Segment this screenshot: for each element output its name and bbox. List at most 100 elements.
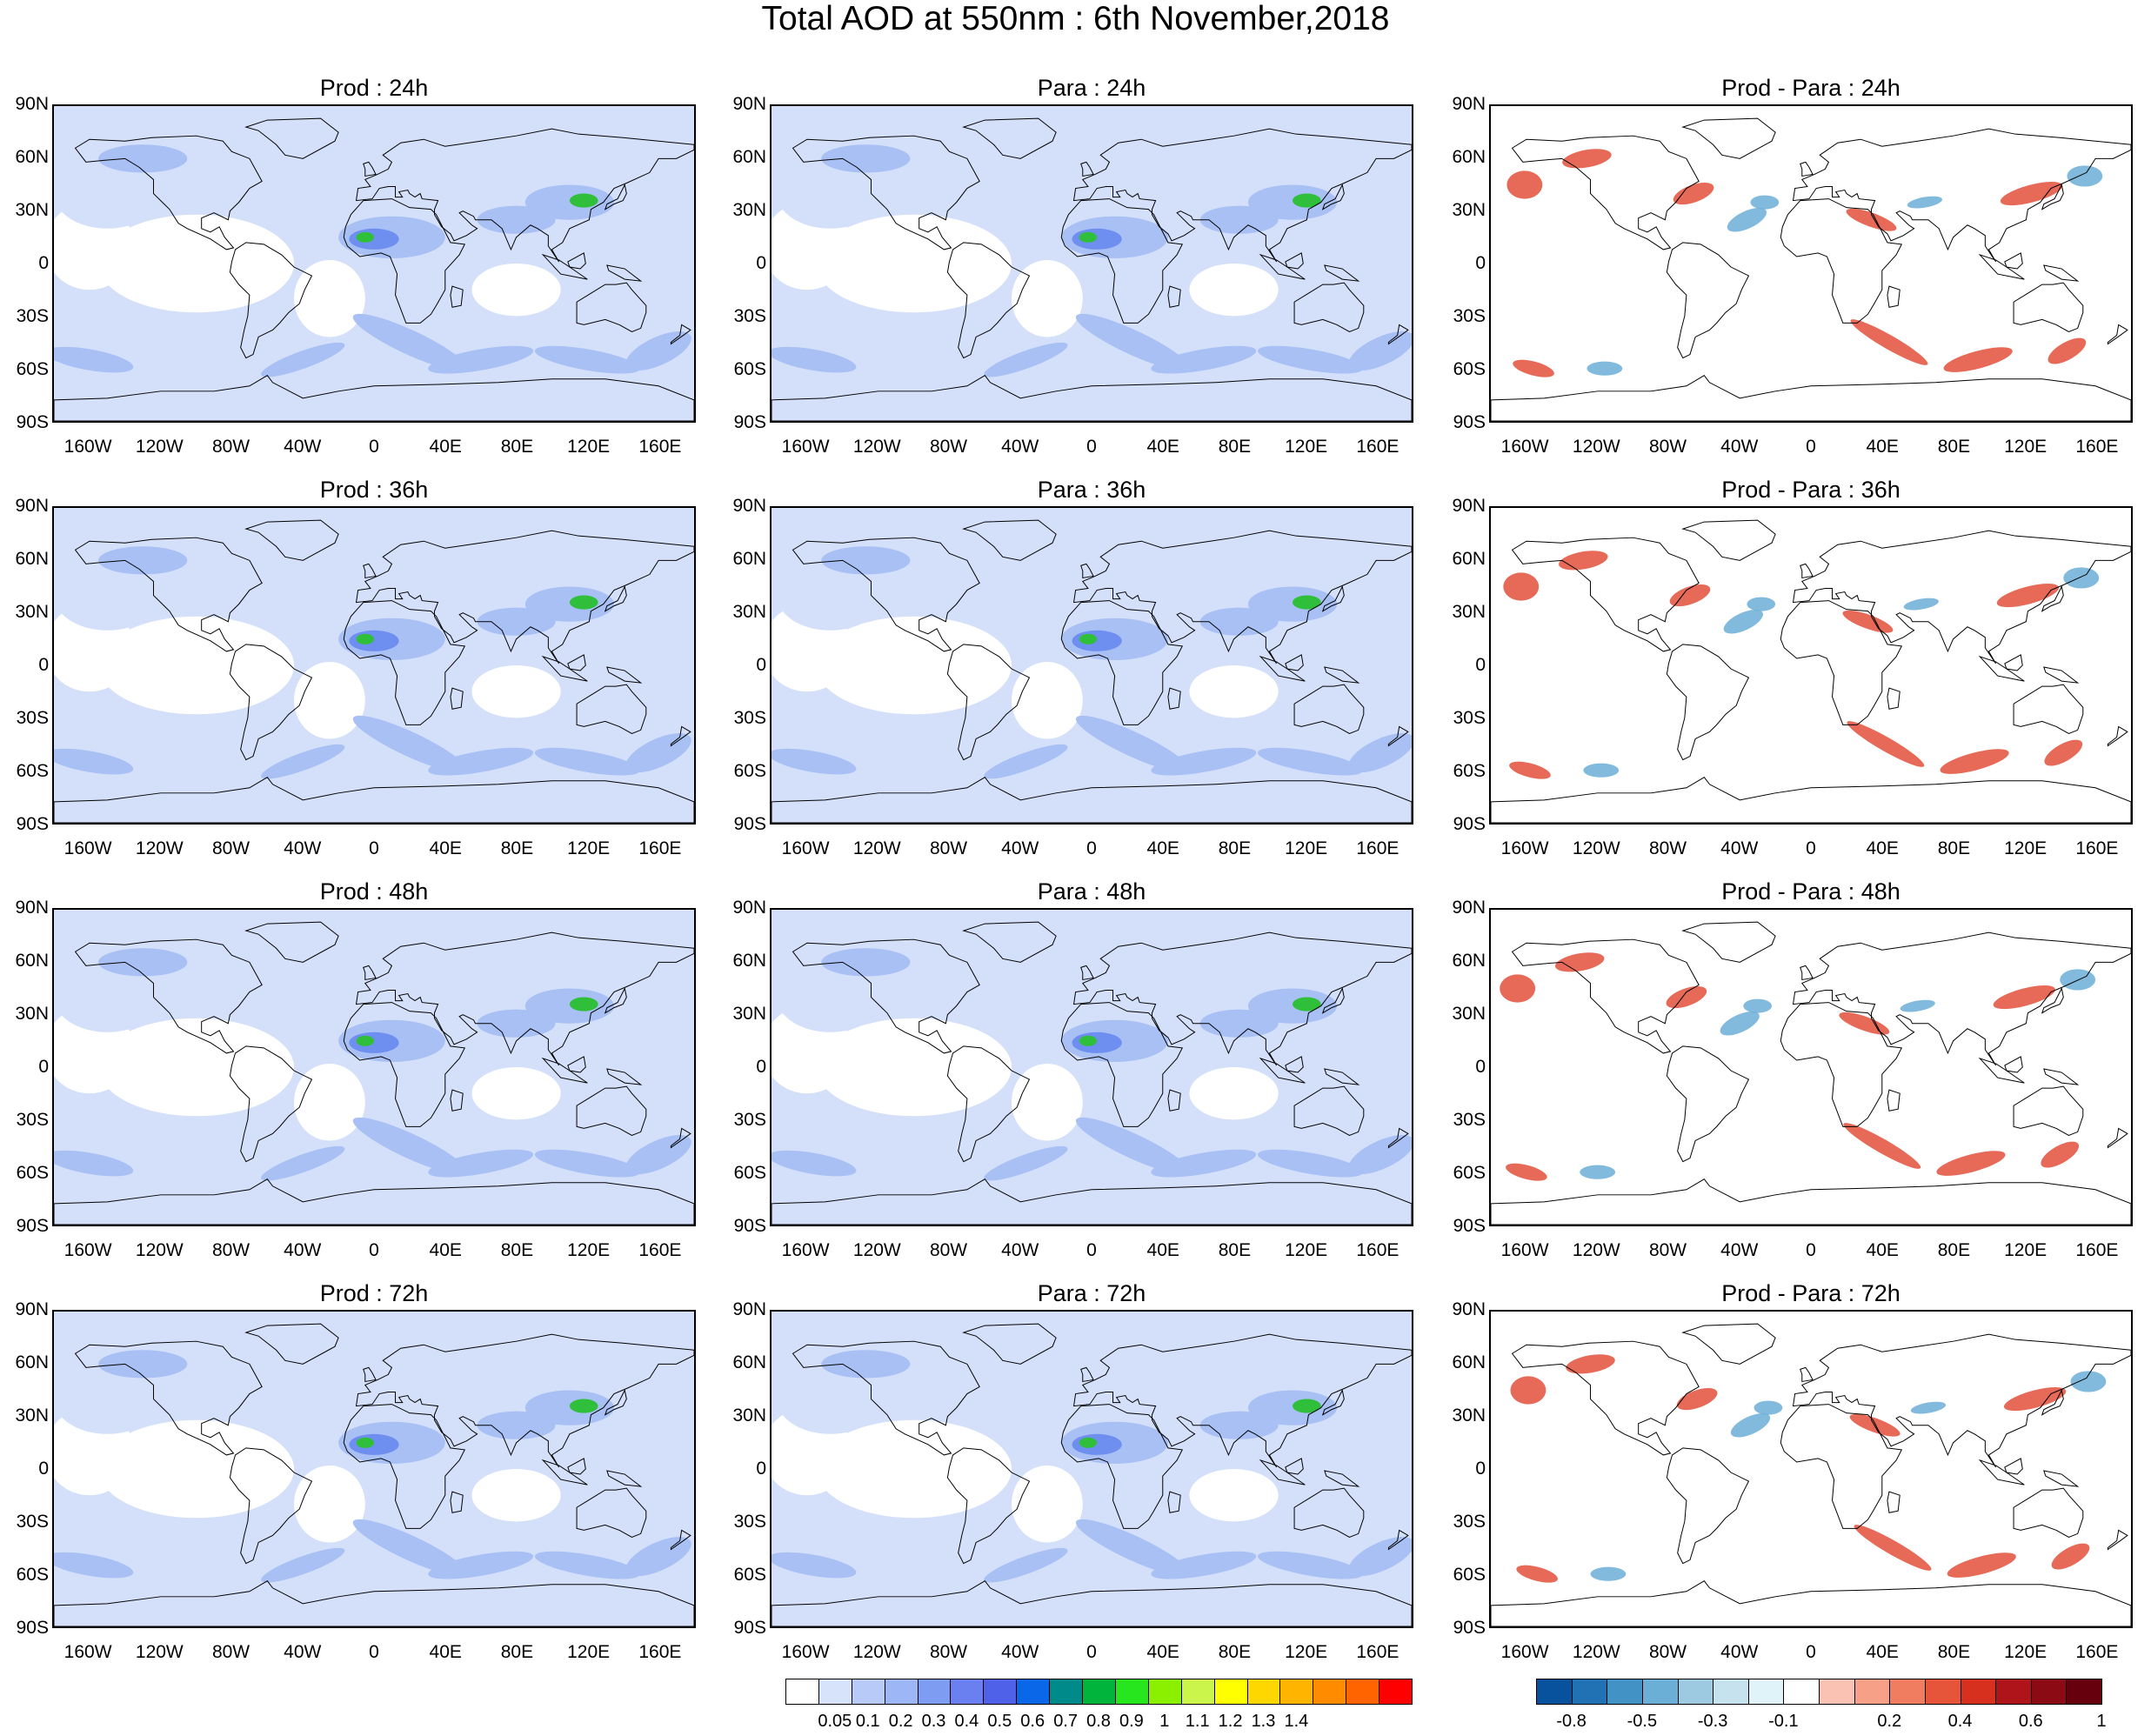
coastline <box>1800 563 1814 579</box>
latitude-label: 30N <box>732 602 766 622</box>
panel-title: Prod - Para : 48h <box>1721 878 1900 905</box>
coastline <box>2107 725 2128 747</box>
longitude-label: 40E <box>1146 1642 1179 1662</box>
coastline <box>1324 666 1360 684</box>
coastline <box>343 600 466 725</box>
latitude-label: 60S <box>733 359 766 379</box>
aod-plume <box>821 948 911 977</box>
longitude-label: 80E <box>500 838 534 858</box>
latitude-label: 90S <box>16 1216 49 1236</box>
aod-plume <box>578 1090 650 1132</box>
coastline <box>54 375 694 421</box>
latitude-label: 60N <box>1452 147 1486 167</box>
coastline <box>74 938 263 1054</box>
aod-plume <box>623 193 694 246</box>
coastline <box>1387 1127 1409 1149</box>
map-canvas <box>772 910 1412 1225</box>
positive-anomaly <box>1854 1525 1932 1571</box>
aod-plume <box>1293 193 1321 208</box>
colorbar-swatch <box>1995 1679 2032 1705</box>
aod-map <box>52 1310 696 1628</box>
longitude-label: 40E <box>429 1642 462 1662</box>
coastline <box>1167 285 1181 308</box>
aod-plume <box>569 1399 598 1413</box>
latitude-label: 30S <box>16 306 49 326</box>
longitude-label: 120W <box>852 838 901 858</box>
longitude-label: 80E <box>1218 437 1252 457</box>
positive-anomaly <box>2044 739 2083 766</box>
coastline <box>1511 1340 1700 1456</box>
longitude-label: 40W <box>1720 1642 1759 1662</box>
positive-anomaly <box>1839 1012 1890 1035</box>
map-panel: Prod : 72h 90N 60N 30N 0 30S 60S 90S 160W 120W 80W… <box>0 1279 718 1681</box>
coastline <box>541 253 588 280</box>
latitude-label: 90S <box>733 1216 766 1236</box>
positive-anomaly <box>2000 181 2063 206</box>
positive-anomaly <box>1947 1552 2016 1578</box>
coastline <box>450 285 464 308</box>
positive-anomaly <box>1843 1123 1921 1169</box>
map-canvas <box>54 508 694 823</box>
coastline <box>1324 264 1360 282</box>
aod-plume <box>1079 1035 1098 1046</box>
latitude-label: 90N <box>732 94 766 114</box>
coastline <box>567 654 586 671</box>
coastline <box>670 1529 691 1551</box>
negative-anomaly <box>1590 1566 1627 1581</box>
coastline <box>792 537 980 652</box>
clear-region <box>294 1465 365 1543</box>
coastline <box>1780 198 1903 324</box>
positive-anomaly <box>2047 337 2087 364</box>
aod-plume <box>1258 747 1363 776</box>
latitude-label: 30S <box>16 1110 49 1130</box>
longitude-label: 40E <box>1146 437 1179 457</box>
positive-anomaly <box>1506 170 1543 199</box>
coastline <box>576 1085 647 1136</box>
longitude-label: 80W <box>1648 1642 1687 1662</box>
longitude-label: 40W <box>284 437 322 457</box>
longitude-label: 40E <box>1866 838 1899 858</box>
coastline <box>1293 1085 1365 1136</box>
aod-plume <box>206 1364 328 1417</box>
longitude-label: 120E <box>1285 1642 1328 1662</box>
aod-plume <box>524 184 614 220</box>
aod-plume <box>1079 633 1098 644</box>
aod-plume <box>1111 264 1154 299</box>
aod-plume <box>1072 630 1122 651</box>
map-canvas <box>54 106 694 421</box>
colorbar-label: 0.6 <box>1020 1712 1045 1731</box>
aod-plume <box>261 744 345 779</box>
positive-anomaly <box>1513 359 1554 377</box>
aod-plume <box>1072 1433 1122 1455</box>
aod-plume <box>1111 1067 1154 1103</box>
longitude-label: 80W <box>929 1642 968 1662</box>
aod-plume <box>1348 331 1412 371</box>
aod-plume <box>623 595 694 648</box>
aod-plume <box>143 1161 250 1183</box>
coastline <box>2013 684 2084 734</box>
aod-plume <box>772 346 857 373</box>
coastline <box>606 264 643 282</box>
longitude-label: 120E <box>2004 1240 2047 1260</box>
coastline <box>1259 1057 1306 1084</box>
colorbar-swatch <box>1279 1679 1314 1705</box>
coastline <box>355 931 694 1066</box>
aod-plume <box>349 1032 399 1053</box>
longitude-label: 120E <box>567 1240 611 1260</box>
aod-plume <box>428 1551 534 1579</box>
coastline <box>1285 252 1304 270</box>
longitude-label: 80W <box>1648 437 1687 457</box>
latitude-label: 60S <box>1453 761 1486 781</box>
aod-plume <box>578 286 650 329</box>
coastline <box>1511 537 1700 652</box>
positive-anomaly <box>1669 584 1711 607</box>
aod-plume <box>388 665 431 701</box>
longitude-label: 160E <box>2075 437 2119 457</box>
longitude-label: 80E <box>500 437 534 457</box>
coastline <box>244 117 339 159</box>
colorbar-label: 1 <box>1159 1712 1170 1731</box>
negative-anomaly <box>1587 361 1623 376</box>
coastline <box>1080 563 1094 579</box>
colorbar-swatch <box>1246 1679 1281 1705</box>
coastline <box>229 1447 313 1565</box>
